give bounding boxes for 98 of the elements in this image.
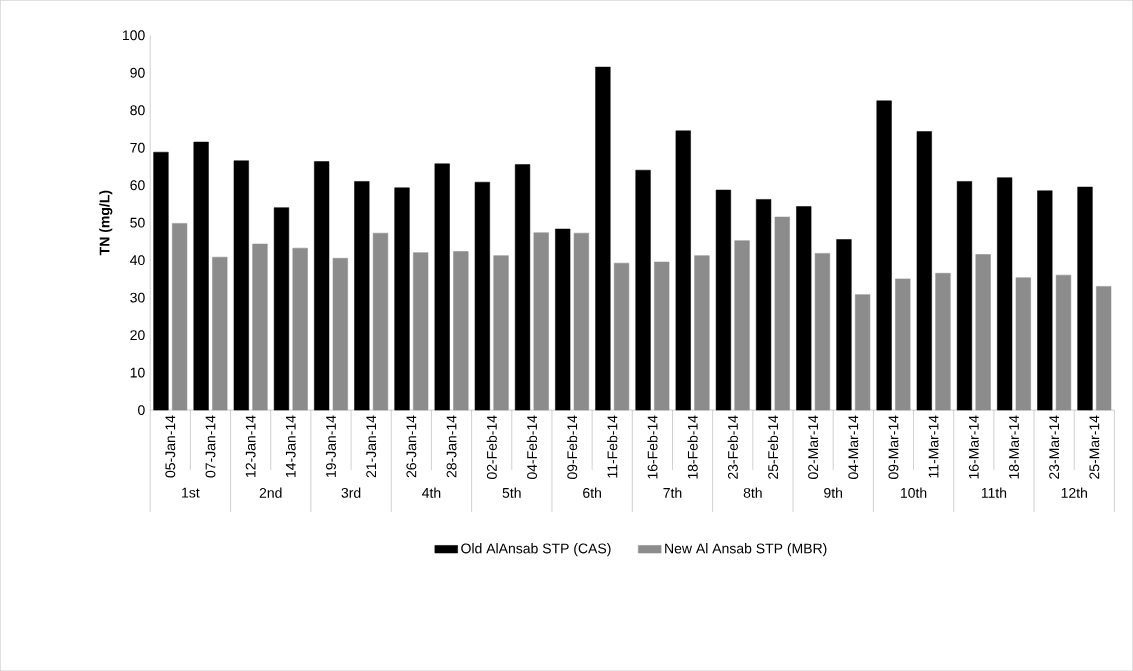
x-tick-label: 19-Jan-14 [326, 415, 336, 477]
bar [493, 255, 509, 411]
bar [956, 181, 973, 411]
legend-label: Old AlAnsab STP (CAS) [461, 543, 611, 557]
y-tick-label: 70 [130, 142, 145, 153]
x-tick-label: 07-Jan-14 [205, 415, 216, 478]
text: 12th [1061, 487, 1087, 498]
y-tick-label: 40 [130, 255, 145, 265]
y-tick-label: 20 [130, 330, 145, 340]
bar [292, 247, 308, 411]
bar [855, 294, 871, 411]
bar [1055, 274, 1072, 411]
y-tick-label: 90 [130, 67, 145, 78]
y-tick-label: 60 [130, 180, 145, 191]
y-tick-label: 10 [130, 367, 145, 378]
bar [1077, 186, 1093, 411]
legend-label: New Al Ansab STP (MBR) [665, 543, 827, 557]
bar [354, 181, 370, 411]
bar [935, 272, 951, 411]
bar [796, 206, 812, 411]
text: 2nd [259, 487, 282, 498]
bar [573, 232, 589, 411]
bar [654, 261, 670, 411]
bar [252, 243, 268, 411]
x-tick-label: 16-Feb-14 [647, 415, 658, 479]
x-tick-label: 25-Mar-14 [1089, 415, 1100, 479]
x-tick-label: 09-Mar-14 [888, 415, 899, 479]
x-tick-label: 12-Jan-14 [245, 415, 256, 477]
y-tick-label: 100 [122, 30, 145, 41]
bar [233, 160, 249, 411]
x-tick-label: 04-Feb-14 [526, 415, 538, 479]
x-tick-label: 14-Jan-14 [285, 415, 296, 477]
x-tick-label: 05-Jan-14 [165, 415, 176, 478]
y-axis-title: TN (mg/L) [99, 190, 113, 256]
x-tick-label: 02-Mar-14 [808, 415, 819, 479]
bar [916, 131, 932, 411]
bar [715, 189, 732, 411]
x-tick-label: 25-Feb-14 [767, 415, 779, 479]
bar [895, 278, 911, 411]
y-tick-label: 30 [130, 292, 145, 303]
bar [734, 240, 750, 411]
text: 8th [743, 487, 762, 498]
bar [836, 239, 852, 411]
bar [514, 164, 531, 411]
bar [1096, 286, 1112, 411]
bar [774, 216, 790, 411]
y-tick-label: 80 [130, 105, 145, 116]
bar [212, 256, 228, 411]
text: 4th [422, 487, 441, 498]
text: 7th [663, 487, 682, 498]
bar [273, 207, 290, 411]
x-tick-label: 23-Mar-14 [1049, 415, 1060, 479]
bar [595, 66, 611, 411]
bar [997, 177, 1013, 411]
text: 6th [583, 487, 601, 498]
bar [533, 232, 549, 411]
text: 3rd [341, 487, 361, 498]
text: 9th [824, 487, 843, 498]
text: 10th [900, 487, 927, 498]
bar [453, 251, 469, 411]
bar [613, 262, 630, 411]
x-tick-label: 18-Feb-14 [687, 415, 698, 479]
x-tick-label: 28-Jan-14 [446, 415, 457, 478]
bar [314, 161, 330, 411]
bar [675, 130, 691, 411]
bar [153, 151, 169, 411]
bar [1015, 277, 1031, 411]
bar [635, 169, 651, 411]
x-tick-label: 09-Feb-14 [566, 415, 578, 479]
bar [332, 257, 348, 411]
bar [876, 100, 892, 411]
bar [1037, 190, 1053, 411]
bar [975, 254, 991, 411]
bar [694, 255, 710, 411]
text: 1st [182, 487, 200, 498]
x-tick-label: 26-Jan-14 [406, 415, 417, 478]
text: 11th [981, 487, 1007, 498]
x-tick-label: 16-Mar-14 [968, 415, 979, 479]
x-tick-label: 23-Feb-14 [727, 415, 738, 479]
bar [755, 199, 772, 411]
x-tick-label: 21-Jan-14 [366, 415, 377, 478]
x-tick-label: 02-Feb-14 [486, 415, 497, 479]
x-tick-label: 18-Mar-14 [1009, 415, 1019, 479]
bar [193, 141, 209, 411]
bar [172, 223, 188, 411]
bar [372, 232, 389, 411]
bar [814, 253, 831, 411]
y-tick-label: 50 [130, 217, 145, 228]
bar [394, 187, 410, 411]
bar [474, 181, 490, 411]
bar [555, 228, 571, 411]
x-tick-label: 11-Mar-14 [928, 415, 939, 478]
x-tick-label: 11-Feb-14 [607, 415, 618, 478]
y-tick-label: 0 [138, 405, 145, 415]
x-tick-label: 04-Mar-14 [848, 415, 859, 479]
text: 5th [502, 487, 521, 498]
bar [413, 252, 429, 411]
bar [434, 163, 450, 411]
